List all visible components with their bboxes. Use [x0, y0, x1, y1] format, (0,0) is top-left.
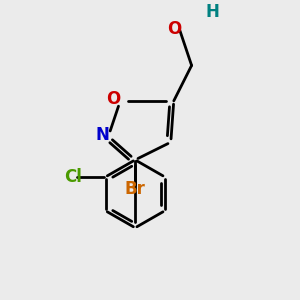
Text: H: H: [206, 3, 219, 21]
Text: Br: Br: [125, 180, 146, 198]
Text: O: O: [106, 90, 120, 108]
Text: N: N: [95, 126, 110, 144]
Text: Cl: Cl: [64, 168, 82, 186]
Text: O: O: [167, 20, 181, 38]
